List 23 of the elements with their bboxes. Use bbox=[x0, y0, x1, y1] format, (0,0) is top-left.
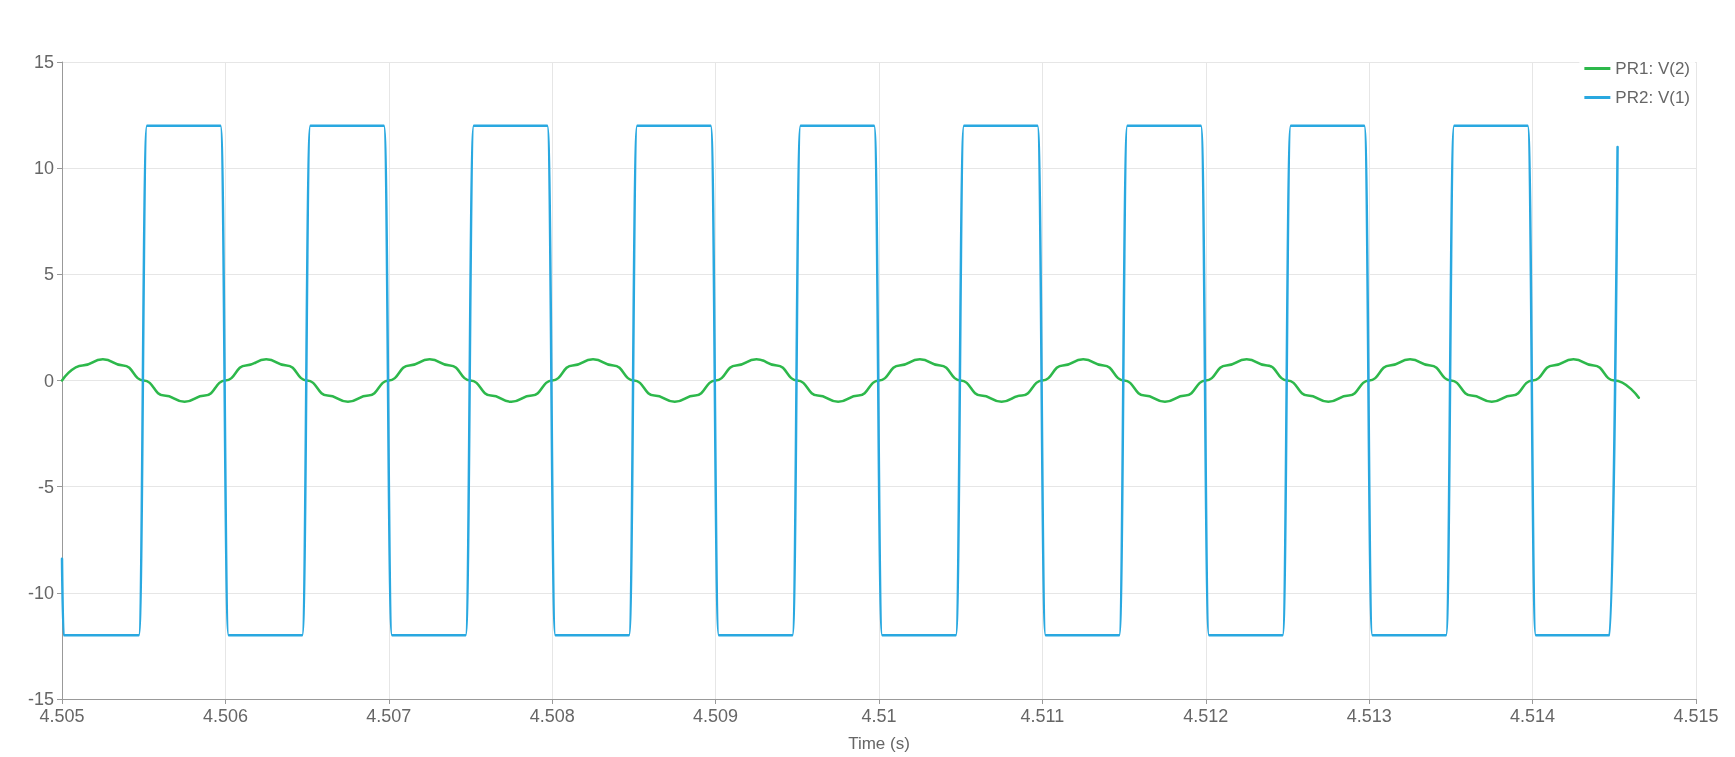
x-tick-label: 4.512 bbox=[1183, 706, 1229, 726]
x-tick-label: 4.514 bbox=[1510, 706, 1556, 726]
y-tick-label: -10 bbox=[27, 582, 54, 603]
y-tick-label: -5 bbox=[37, 476, 54, 497]
x-tick-label: 4.513 bbox=[1346, 706, 1392, 726]
line-series bbox=[60, 124, 1619, 637]
x-tick-label: 4.505 bbox=[39, 706, 85, 726]
x-tick-label: 4.515 bbox=[1673, 706, 1719, 726]
y-tick-label: 10 bbox=[33, 158, 54, 179]
x-tick-label: 4.511 bbox=[1020, 706, 1065, 726]
y-tick-label: 15 bbox=[33, 52, 54, 72]
x-tick-label: 4.506 bbox=[202, 706, 248, 726]
y-tick-label: 0 bbox=[43, 370, 54, 391]
x-tick-label: 4.508 bbox=[529, 706, 575, 726]
line-series bbox=[60, 358, 1641, 403]
x-tick-label: 4.51 bbox=[861, 706, 897, 726]
y-tick-label: -15 bbox=[27, 689, 54, 709]
x-axis-title: Time (s) bbox=[848, 734, 910, 753]
x-tick-label: 4.509 bbox=[693, 706, 739, 726]
y-tick-label: 5 bbox=[43, 264, 54, 285]
x-tick-label: 4.507 bbox=[366, 706, 412, 726]
legend-label: PR2: V(1) bbox=[1615, 88, 1691, 107]
legend-label: PR1: V(2) bbox=[1615, 59, 1691, 78]
